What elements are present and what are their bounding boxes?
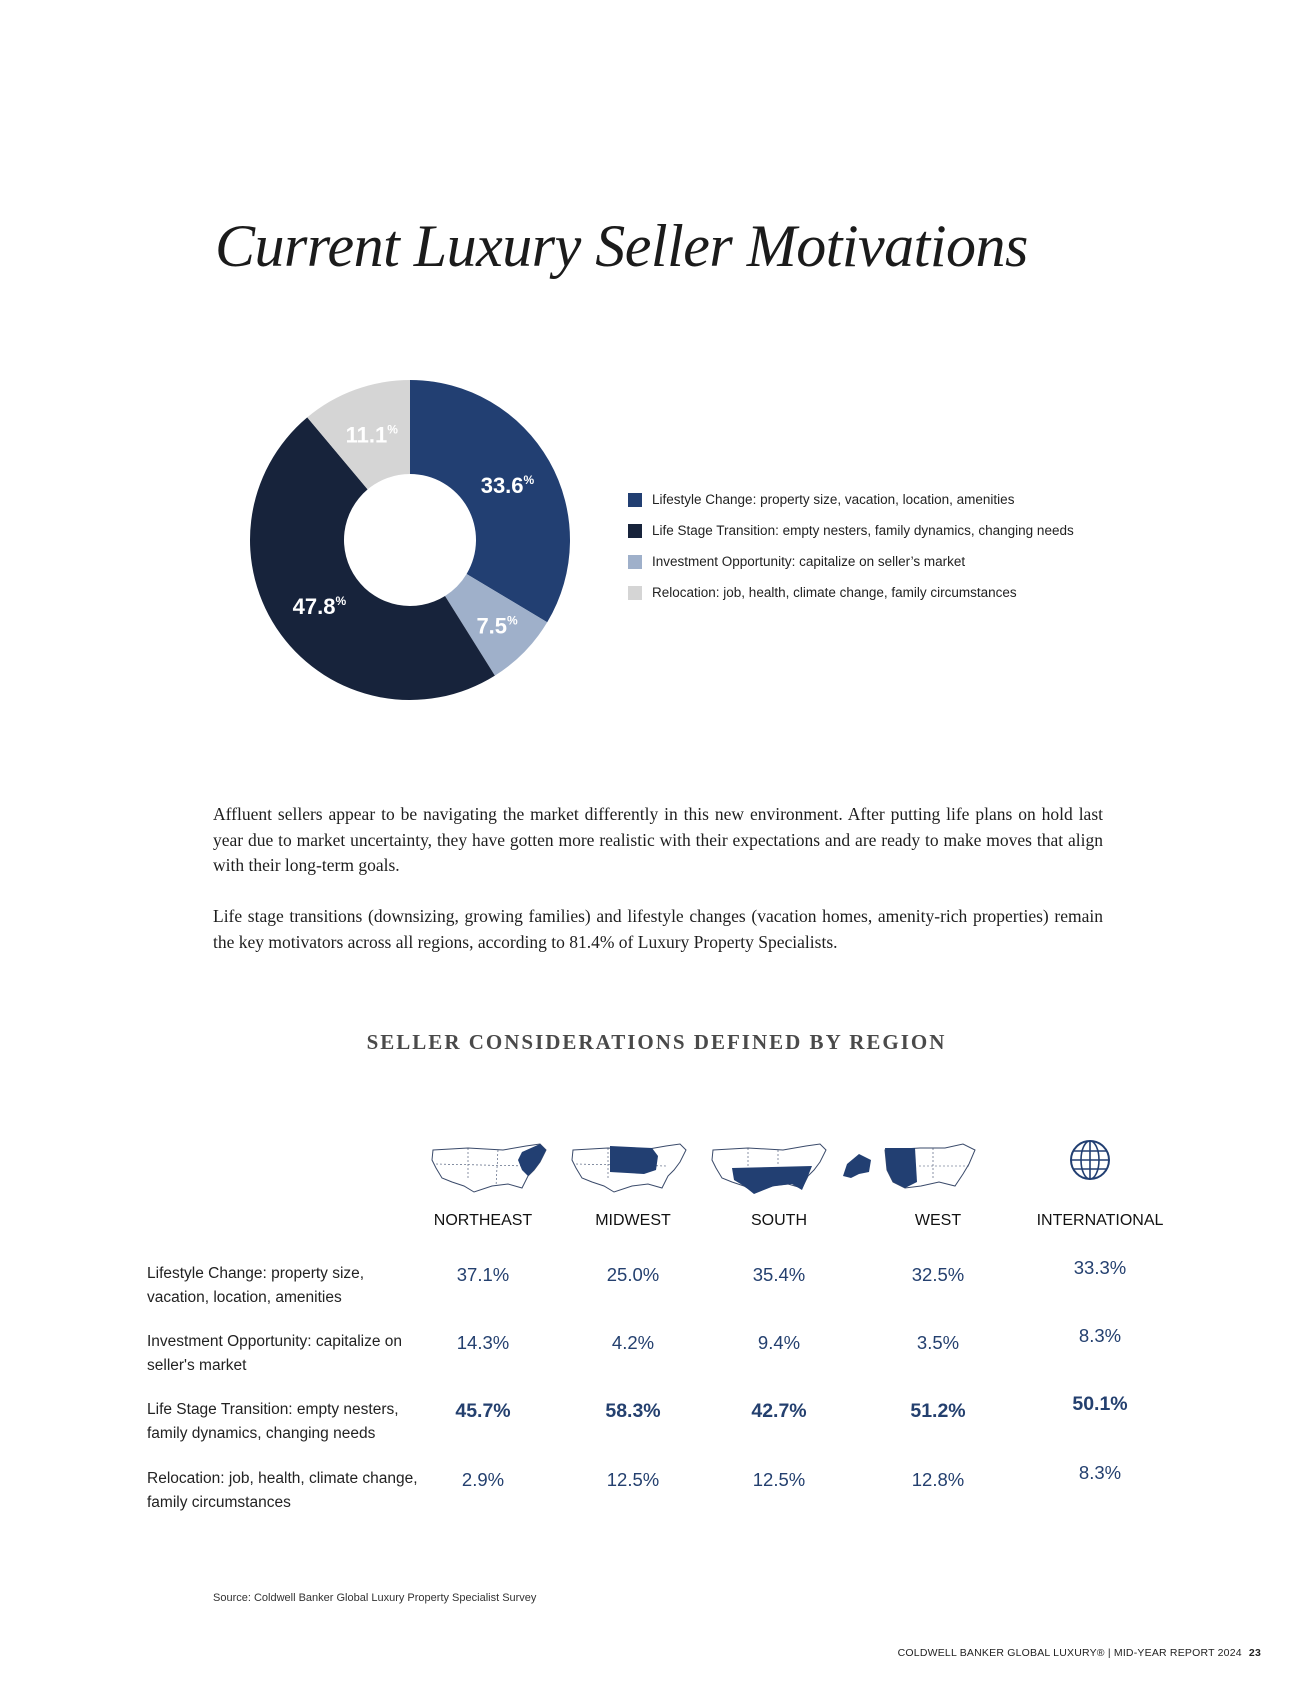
table-cell: 25.0%: [606, 1264, 660, 1285]
legend-swatch: [628, 585, 642, 600]
data-label: 47.8%: [293, 594, 347, 619]
donut-chart: 33.6% 7.5% 47.8% 11.1%: [249, 380, 570, 700]
us-map-west-icon: [843, 1143, 976, 1189]
row-label-relocation: Relocation: job, health, climate change,…: [147, 1470, 418, 1511]
row-label-investment: Investment Opportunity: capitalize on se…: [147, 1333, 403, 1374]
region-name-international: INTERNATIONAL: [1036, 1212, 1164, 1229]
legend-label: Lifestyle Change: property size, vacatio…: [652, 492, 1015, 507]
region-name-midwest: MIDWEST: [595, 1212, 671, 1229]
pie-slice: [445, 573, 548, 676]
table-cell: 2.9%: [461, 1469, 505, 1490]
table-cell: 35.4%: [752, 1264, 806, 1285]
region-name-northeast: NORTHEAST: [433, 1212, 533, 1229]
row-label-lifestyle: Lifestyle Change: property size, vacatio…: [147, 1265, 365, 1306]
legend-swatch: [628, 492, 642, 507]
us-map-northeast-icon: [431, 1143, 547, 1193]
table-cell: 14.3%: [456, 1332, 510, 1353]
table-cell: 33.3%: [1073, 1257, 1127, 1278]
data-label: 33.6%: [481, 473, 535, 498]
body-paragraph: Affluent sellers appear to be navigating…: [213, 804, 1103, 875]
row-label-life-stage: Life Stage Transition: empty nesters, fa…: [147, 1401, 399, 1442]
legend-item: Investment Opportunity: capitalize on se…: [628, 546, 1074, 577]
region-name-south: SOUTH: [751, 1212, 807, 1229]
legend-item: Relocation: job, health, climate change,…: [628, 577, 1074, 608]
legend-item: Lifestyle Change: property size, vacatio…: [628, 484, 1074, 515]
table-cell: 32.5%: [911, 1264, 965, 1285]
table-cell: 58.3%: [605, 1400, 661, 1422]
legend-label: Investment Opportunity: capitalize on se…: [652, 554, 966, 569]
table-cell: 12.5%: [752, 1469, 806, 1490]
table-cell: 8.3%: [1078, 1325, 1122, 1346]
page-number: 23: [1248, 1647, 1261, 1659]
table-cell: 50.1%: [1072, 1393, 1128, 1415]
footer-text: COLDWELL BANKER GLOBAL LUXURY® | MID-YEA…: [897, 1647, 1242, 1659]
table-cell: 4.2%: [611, 1332, 655, 1353]
table-cell: 45.7%: [455, 1400, 511, 1422]
table-cell: 42.7%: [751, 1400, 807, 1422]
pie-slice: [307, 380, 410, 490]
table-cell: 8.3%: [1078, 1462, 1122, 1483]
legend-item: Life Stage Transition: empty nesters, fa…: [628, 515, 1074, 546]
legend-swatch: [628, 554, 642, 569]
globe-icon: [1070, 1140, 1110, 1180]
table-cell: 51.2%: [910, 1400, 966, 1422]
pie-slice: [410, 380, 570, 623]
table-cell: 12.8%: [911, 1469, 965, 1490]
page-title: Current Luxury Seller Motivations: [215, 213, 1028, 279]
legend-label: Relocation: job, health, climate change,…: [652, 585, 1017, 600]
table-cell: 12.5%: [606, 1469, 660, 1490]
source-note: Source: Coldwell Banker Global Luxury Pr…: [213, 1592, 537, 1604]
table-cell: 9.4%: [757, 1332, 801, 1353]
section-heading: SELLER CONSIDERATIONS DEFINED BY REGION: [366, 1030, 947, 1054]
us-map-midwest-icon: [571, 1143, 687, 1193]
chart-legend: Lifestyle Change: property size, vacatio…: [628, 484, 1074, 608]
data-label: 11.1%: [346, 423, 399, 448]
page-footer: COLDWELL BANKER GLOBAL LUXURY® | MID-YEA…: [898, 1647, 1261, 1659]
table-cell: 37.1%: [456, 1264, 510, 1285]
region-name-west: WEST: [914, 1212, 962, 1229]
legend-swatch: [628, 523, 642, 538]
us-map-south-icon: [711, 1143, 827, 1194]
legend-label: Life Stage Transition: empty nesters, fa…: [652, 523, 1074, 538]
data-label: 7.5%: [476, 613, 518, 638]
table-cell: 3.5%: [916, 1332, 960, 1353]
body-paragraph: Life stage transitions (downsizing, grow…: [213, 906, 1103, 952]
pie-slice: [249, 417, 495, 700]
